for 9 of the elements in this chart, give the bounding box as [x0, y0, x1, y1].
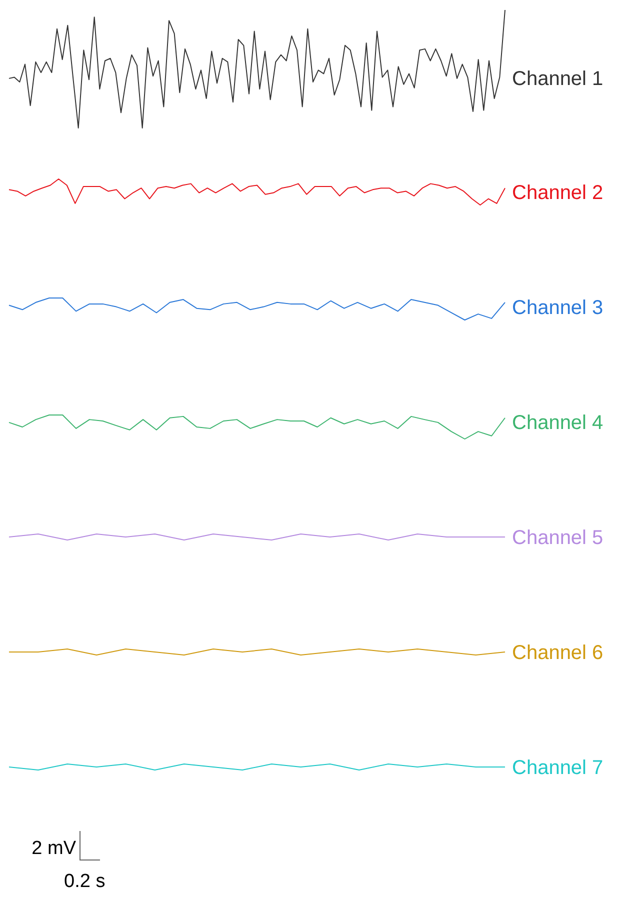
series-label: Channel 2 — [512, 182, 604, 204]
series-label: Channel 4 — [512, 412, 604, 434]
text: 2 mV — [32, 838, 76, 859]
series-label: Channel 1 — [512, 68, 604, 90]
text: 0.2 s — [64, 871, 106, 892]
series-label: Channel 6 — [512, 642, 604, 664]
series-label: Channel 7 — [512, 757, 604, 779]
series-label: Channel 3 — [512, 297, 604, 319]
series-label: Channel 5 — [512, 527, 604, 549]
